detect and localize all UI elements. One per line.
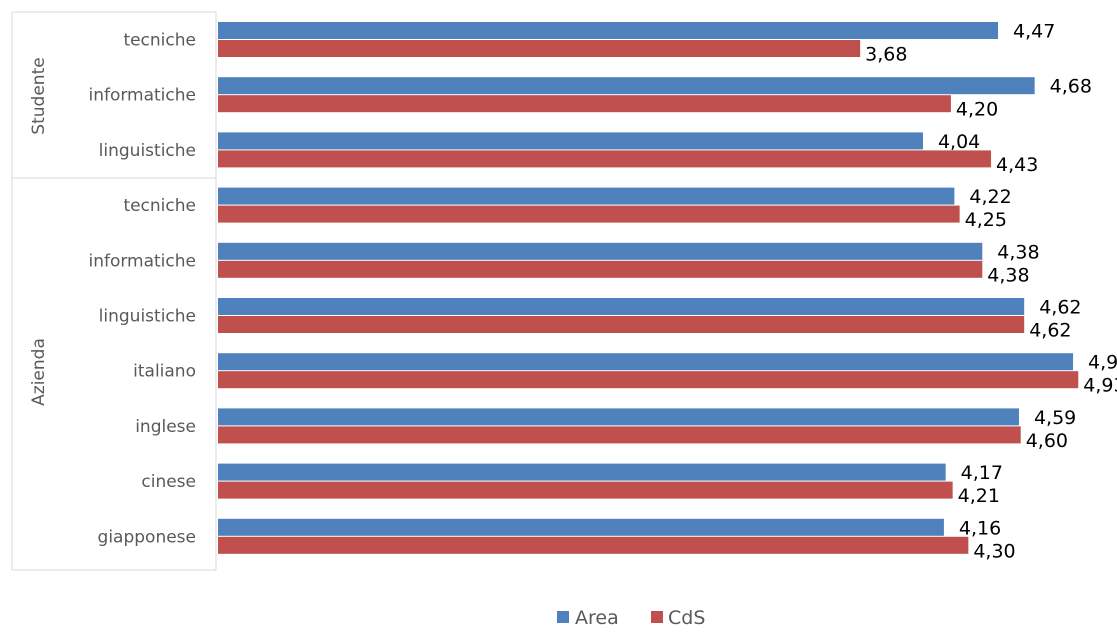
bar-cds (218, 150, 992, 168)
data-label-cds: 3,68 (865, 44, 907, 66)
group-labels: Studente Azienda (29, 57, 49, 406)
data-label-cds: 4,43 (996, 154, 1038, 176)
data-label-cds: 4,60 (1026, 430, 1068, 452)
data-label-area: 4,59 (1034, 407, 1076, 429)
bar-cds (218, 260, 983, 278)
category-label: cinese (141, 472, 196, 492)
bar-area (218, 408, 1019, 426)
data-label-cds: 4,30 (973, 540, 1015, 562)
group-label-azienda: Azienda (29, 338, 49, 406)
data-label-area: 4,04 (938, 131, 980, 153)
group-label-studente: Studente (29, 57, 49, 134)
axis-frame (11, 11, 217, 571)
data-label-cds: 4,20 (956, 99, 998, 121)
data-label-cds: 4,21 (958, 485, 1000, 507)
legend-swatch-area (557, 611, 569, 623)
bars (218, 22, 1079, 554)
data-label-area: 4,22 (969, 186, 1011, 208)
bar-cds (218, 95, 951, 113)
data-label-cds: 4,38 (987, 264, 1029, 286)
data-label-area: 4,16 (959, 517, 1001, 539)
bar-area (218, 132, 923, 150)
data-label-area: 4,47 (1013, 21, 1055, 43)
category-label: giapponese (98, 527, 196, 547)
data-label-area: 4,68 (1050, 76, 1092, 98)
data-label-area: 4,17 (961, 462, 1003, 484)
legend-label-area: Area (575, 607, 619, 628)
data-label-area: 4,62 (1039, 297, 1081, 319)
bar-cds (218, 316, 1025, 333)
bar-cds (218, 371, 1079, 389)
category-label: tecniche (123, 196, 196, 216)
bar-area (218, 353, 1074, 371)
bar-area (218, 187, 955, 205)
bar-cds (218, 481, 953, 499)
bar-area (218, 463, 946, 481)
data-label-cds: 4,25 (965, 209, 1007, 231)
data-labels: 4,47 3,68 4,68 4,20 4,04 4,43 4,224,25 4,384,38… (865, 21, 1117, 563)
bar-cds (218, 40, 861, 57)
data-label-area: 4,90 (1088, 352, 1117, 374)
legend-label-cds: CdS (668, 607, 705, 628)
category-label: linguistiche (99, 141, 196, 161)
bar-area (218, 77, 1035, 95)
category-label: italiano (133, 362, 196, 382)
data-label-cds: 4,62 (1029, 320, 1071, 342)
category-label: informatiche (88, 86, 196, 106)
category-label: inglese (135, 417, 196, 437)
data-label-cds: 4,93 (1083, 375, 1117, 397)
data-label-area: 4,38 (997, 241, 1039, 263)
category-label: informatiche (88, 251, 196, 271)
bar-cds (218, 426, 1021, 444)
category-labels: tecniche informatiche linguistiche tecniche… (88, 31, 196, 548)
bar-cds (218, 536, 969, 554)
bar-area (218, 518, 944, 536)
bar-cds (218, 205, 960, 223)
legend-swatch-cds (651, 611, 663, 623)
bar-area (218, 298, 1025, 315)
category-label: tecniche (123, 31, 196, 51)
bar-area (218, 22, 999, 39)
legend: Area CdS (557, 607, 705, 629)
bar-area (218, 242, 983, 260)
category-label: linguistiche (99, 307, 196, 327)
